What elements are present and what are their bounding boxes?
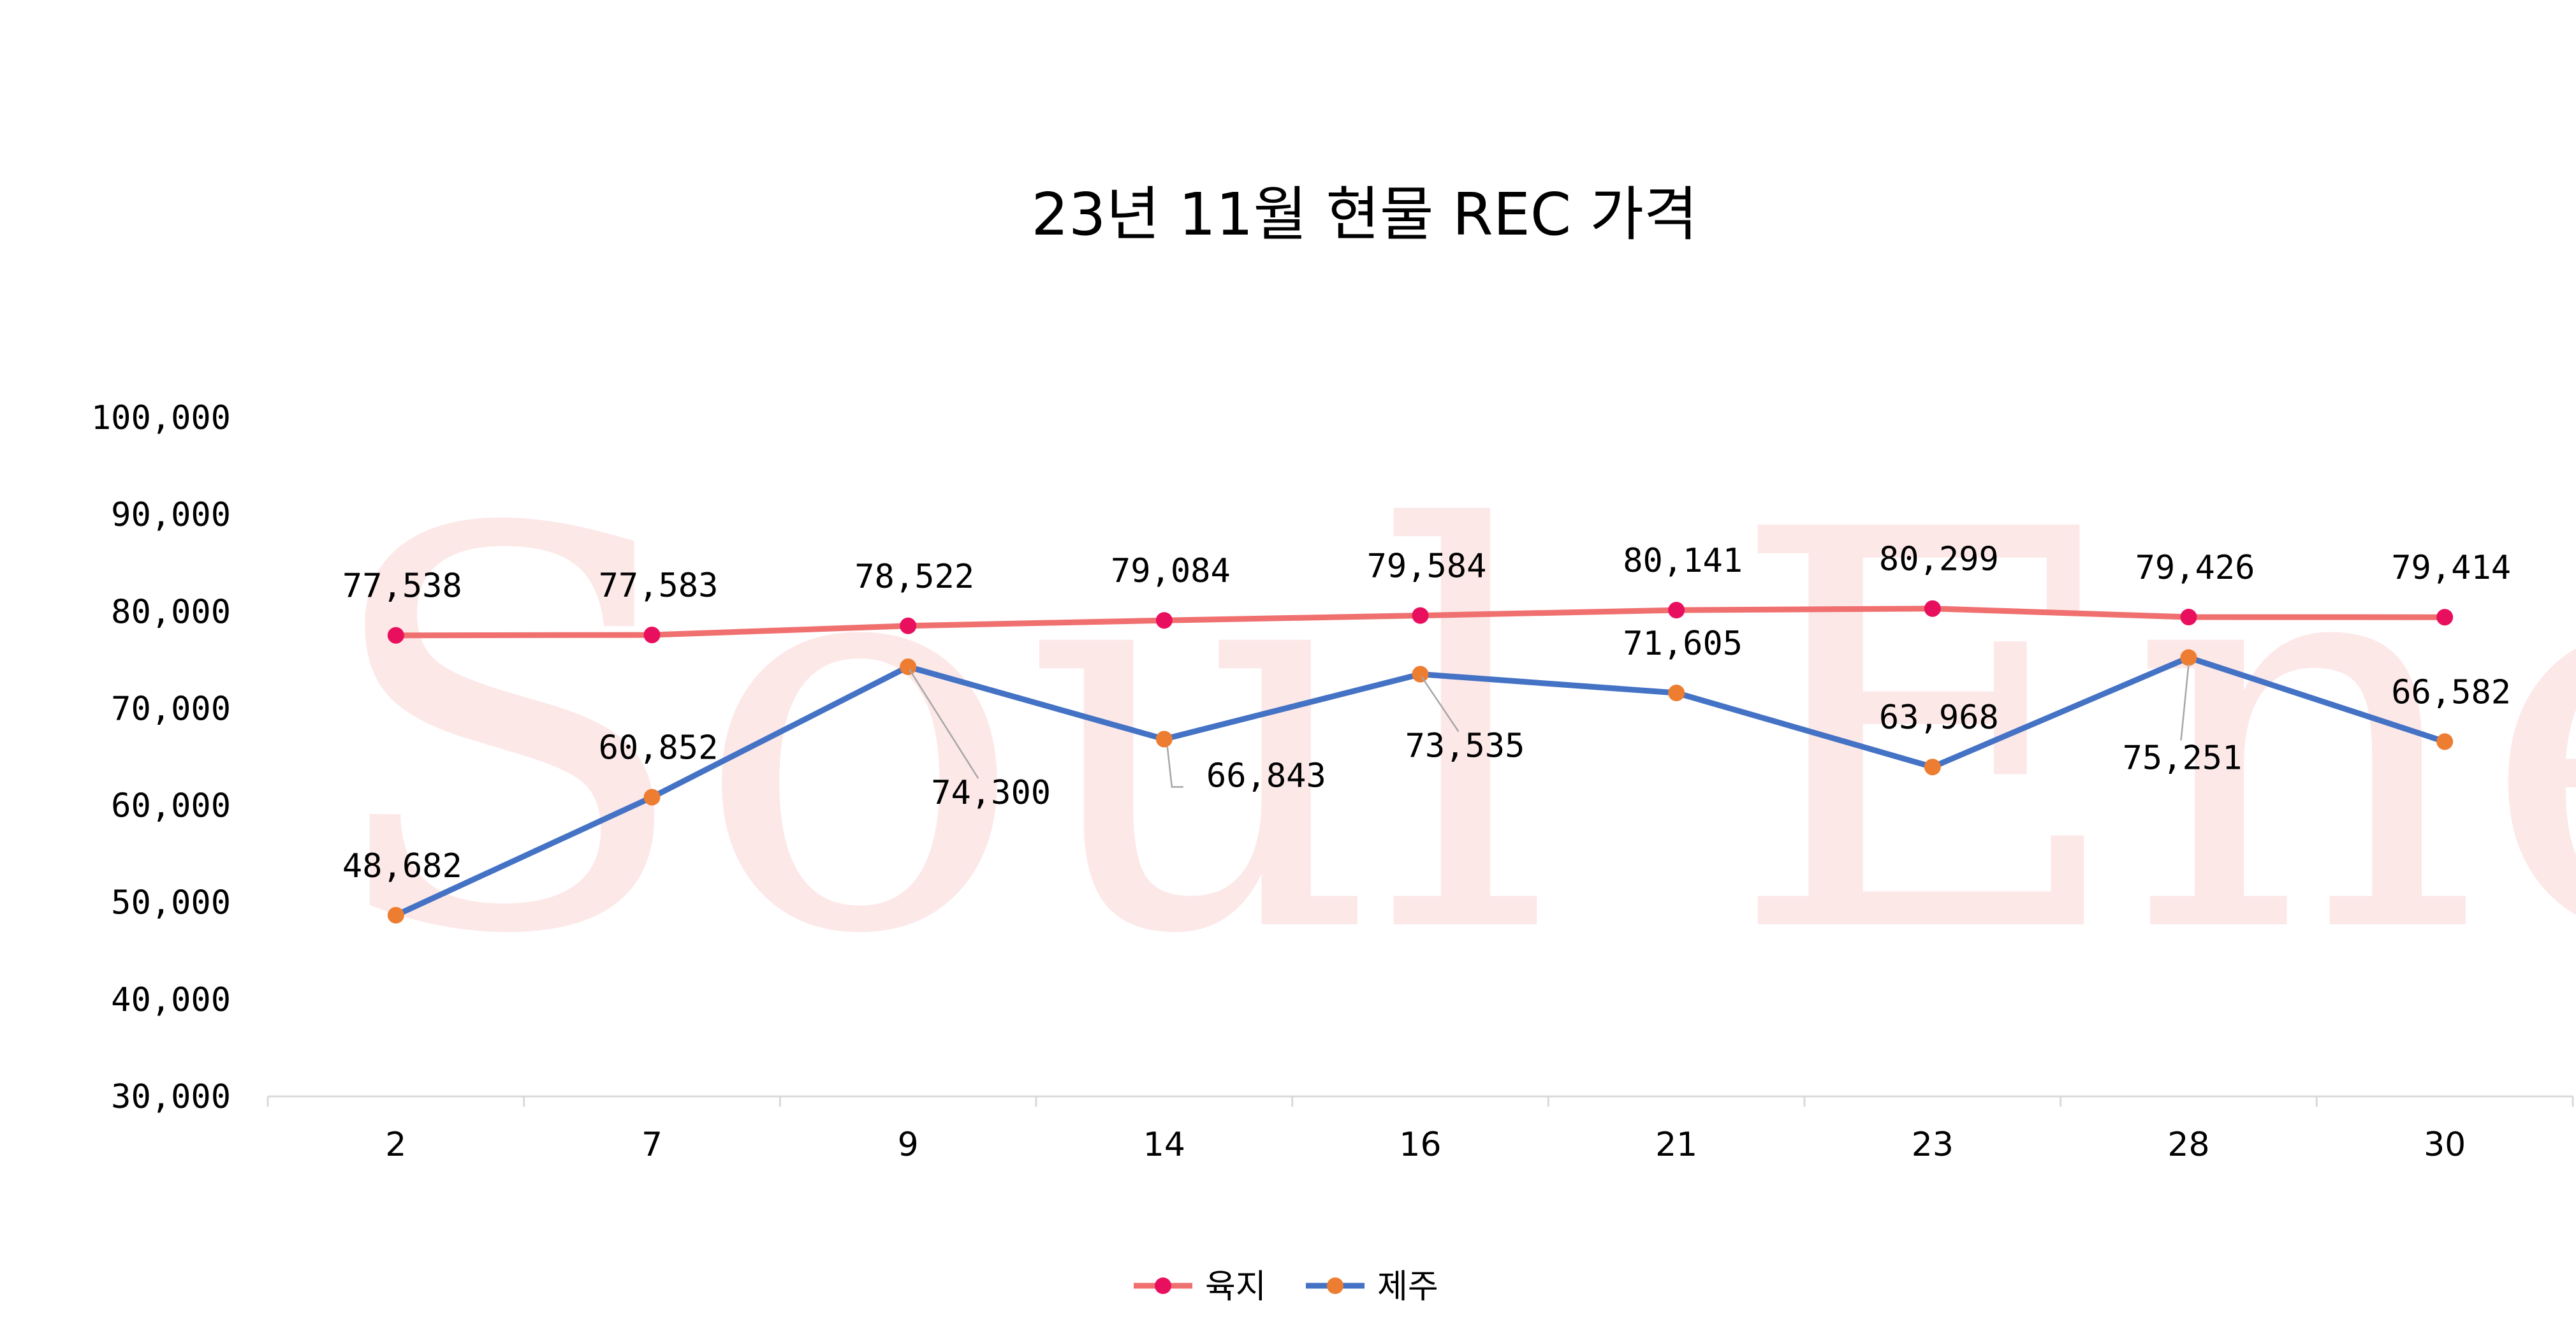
- data-label-jeju: 48,682: [342, 847, 462, 885]
- data-point-land: [900, 617, 917, 634]
- chart-title: 23년 11월 현물 REC 가격: [1031, 180, 1697, 249]
- data-point-land: [643, 627, 661, 644]
- x-tick-label: 16: [1399, 1126, 1441, 1164]
- x-tick-label: 30: [2424, 1126, 2466, 1164]
- y-tick-label: 100,000: [91, 399, 231, 437]
- x-tick-label: 9: [898, 1126, 919, 1164]
- data-point-jeju: [900, 658, 917, 676]
- legend: 육지 제주: [1134, 1268, 1438, 1306]
- data-point-jeju: [1155, 731, 1173, 748]
- data-label-land: 80,141: [1623, 542, 1743, 580]
- data-label-land: 79,426: [2135, 549, 2255, 587]
- data-point-jeju: [2180, 649, 2197, 666]
- data-point-jeju: [643, 789, 661, 806]
- data-label-jeju: 74,300: [931, 774, 1051, 812]
- watermark-text: Soul Energy: [319, 416, 2576, 1054]
- data-point-land: [1924, 600, 1941, 617]
- series-layer: [387, 600, 2454, 924]
- data-label-land: 78,522: [854, 558, 974, 596]
- x-tick-label: 7: [641, 1126, 662, 1164]
- data-label-land: 79,584: [1367, 548, 1487, 586]
- y-tick-label: 60,000: [111, 787, 231, 826]
- data-point-land: [2436, 609, 2454, 626]
- data-label-jeju: 66,582: [2391, 673, 2511, 711]
- x-tick-label: 14: [1143, 1126, 1185, 1164]
- data-label-land: 79,084: [1111, 552, 1231, 590]
- label-leader-line: [1166, 746, 1183, 788]
- data-label-land: 79,414: [2391, 549, 2511, 587]
- x-axis: 2 7 9 14 16 21 23 28 30: [267, 1095, 2574, 1164]
- data-point-land: [1412, 607, 1429, 624]
- data-point-jeju: [2436, 733, 2454, 750]
- data-label-land: 80,299: [1879, 541, 1999, 579]
- data-label-layer: 77,538 77,583 78,522 79,084 79,584 80,141 80,2…: [342, 541, 2511, 885]
- y-axis: 30,000 40,000 50,000 60,000 70,000 80,000 90,0…: [91, 399, 231, 1116]
- data-point-land: [2180, 609, 2197, 626]
- legend-label-land: 육지: [1205, 1268, 1266, 1306]
- y-tick-label: 30,000: [111, 1078, 231, 1116]
- x-tick-label: 23: [1912, 1126, 1954, 1164]
- data-label-land: 77,538: [342, 567, 462, 606]
- data-point-jeju: [387, 906, 404, 924]
- data-point-land: [387, 627, 404, 644]
- data-label-jeju: 63,968: [1879, 699, 1999, 737]
- legend-swatch-marker-land: [1155, 1277, 1171, 1294]
- data-point-jeju: [1668, 685, 1685, 702]
- data-point-jeju: [1924, 759, 1941, 776]
- legend-label-jeju: 제주: [1377, 1268, 1438, 1306]
- label-leader-line: [909, 669, 979, 779]
- data-point-land: [1668, 602, 1685, 619]
- data-label-land: 77,583: [599, 567, 719, 605]
- data-label-jeju: 60,852: [599, 729, 719, 767]
- y-tick-label: 90,000: [111, 496, 231, 534]
- data-point-jeju: [1412, 666, 1429, 683]
- y-tick-label: 80,000: [111, 593, 231, 631]
- y-tick-label: 40,000: [111, 981, 231, 1019]
- data-point-land: [1155, 612, 1173, 629]
- data-label-jeju: 75,251: [2123, 739, 2243, 778]
- x-tick-label: 21: [1655, 1126, 1697, 1164]
- label-leader-line: [1421, 676, 1460, 732]
- y-tick-label: 50,000: [111, 884, 231, 922]
- label-leader-line: [2180, 664, 2190, 741]
- legend-swatch-marker-jeju: [1327, 1277, 1343, 1294]
- x-tick-label: 2: [385, 1126, 406, 1164]
- data-label-jeju: 71,605: [1623, 625, 1743, 663]
- data-label-jeju: 73,535: [1405, 727, 1525, 766]
- data-label-jeju: 66,843: [1206, 757, 1326, 795]
- x-tick-label: 28: [2167, 1126, 2209, 1164]
- y-tick-label: 70,000: [111, 690, 231, 728]
